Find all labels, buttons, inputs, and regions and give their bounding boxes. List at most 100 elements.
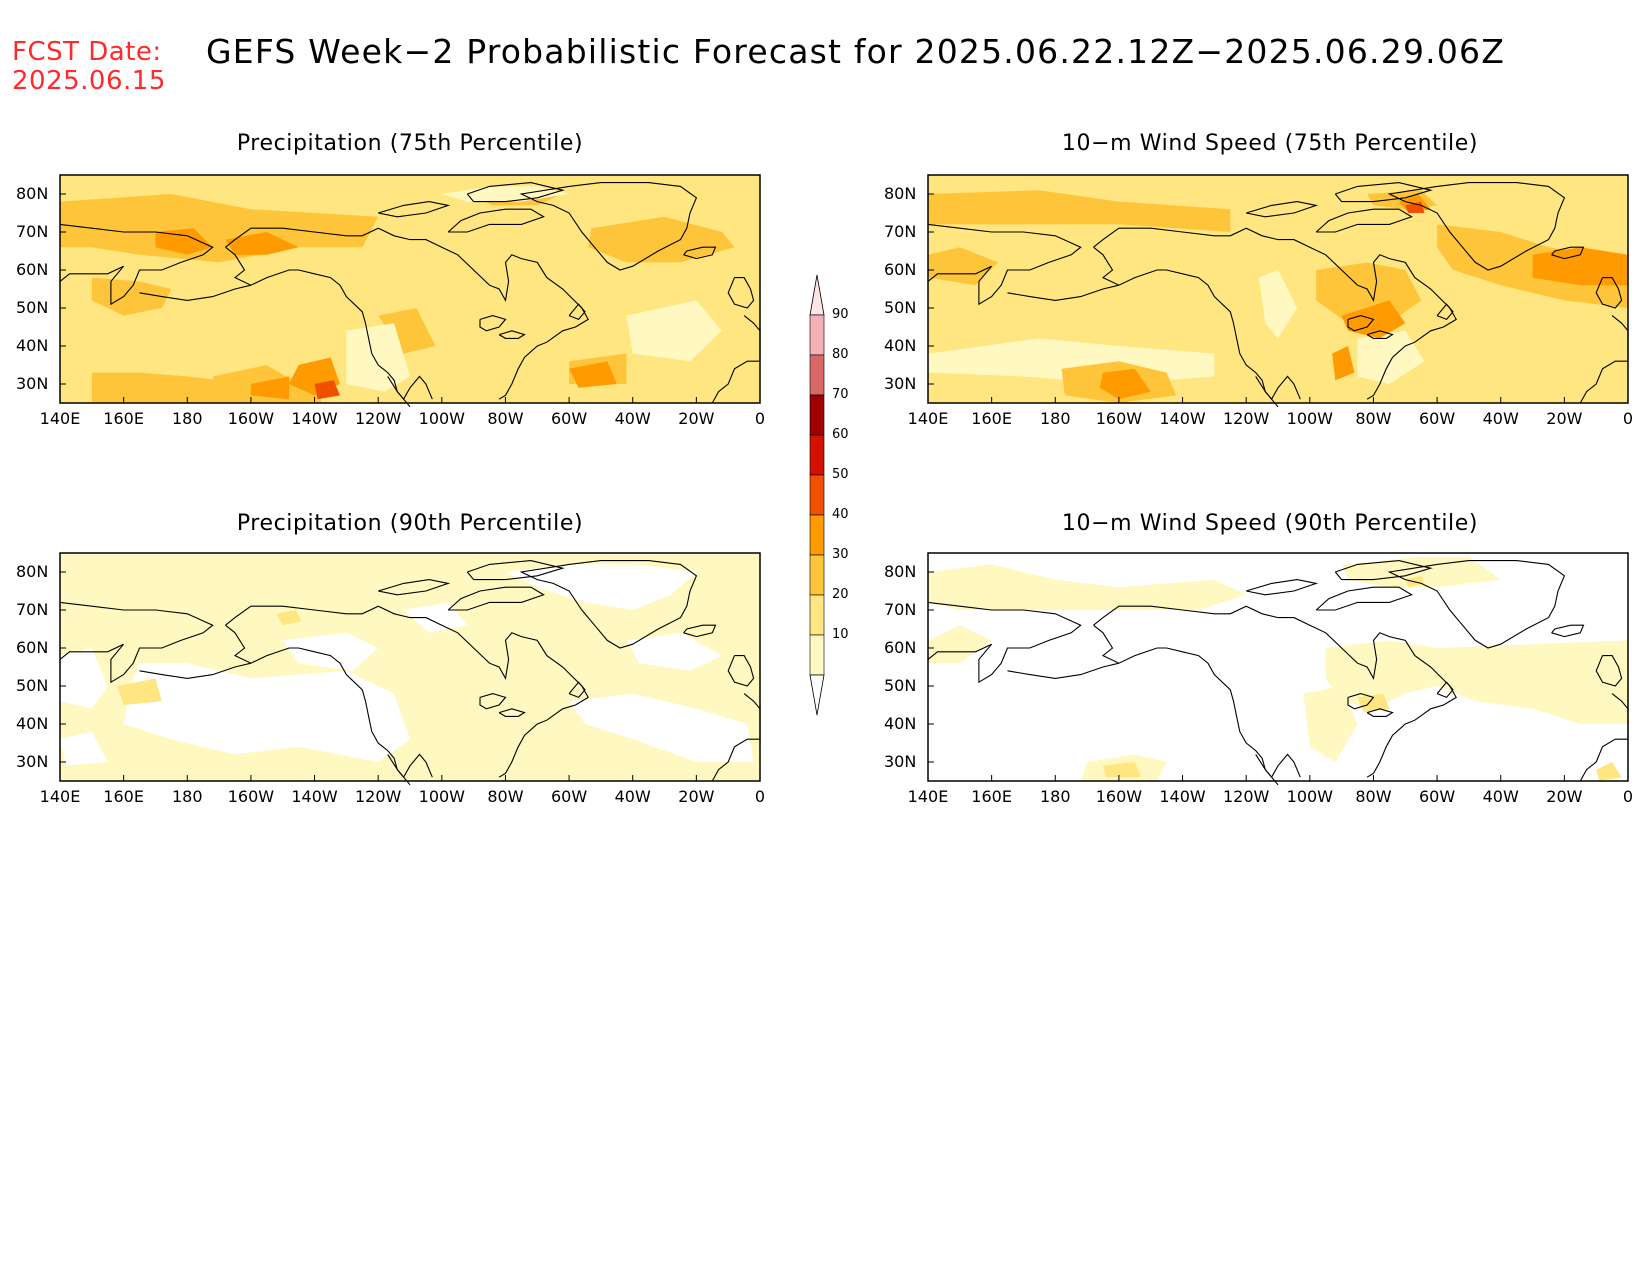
lon-tick-label: 140E	[907, 787, 949, 806]
probability-region	[588, 216, 735, 263]
colorbar	[809, 274, 825, 716]
probability-region	[60, 731, 108, 766]
panel-title-wind75: 10−m Wind Speed (75th Percentile)	[1061, 131, 1479, 156]
probability-region	[1258, 270, 1298, 339]
lon-tick-label: 160W	[1095, 409, 1143, 428]
probability-region	[378, 308, 436, 354]
coastline	[1255, 754, 1279, 786]
lon-tick-label: 120W	[1222, 409, 1270, 428]
probability-region	[928, 564, 1247, 610]
coastline	[927, 601, 1082, 684]
probability-region	[626, 632, 722, 671]
coastline	[727, 277, 755, 309]
probability-region	[626, 300, 722, 362]
lat-tick-label: 50N	[16, 676, 49, 695]
lon-tick-label: 160E	[971, 787, 1012, 806]
probability-region	[155, 228, 213, 255]
lon-tick-label: 140W	[1159, 409, 1206, 428]
lon-tick-label: 160W	[227, 409, 275, 428]
lon-tick-label: 140E	[907, 409, 949, 428]
colorbar-swatch-40	[809, 514, 825, 556]
map-frame	[59, 552, 761, 782]
lon-tick-label: 180	[171, 787, 203, 806]
coastline	[1315, 586, 1413, 611]
probability-region	[928, 247, 998, 286]
coastline	[1551, 624, 1585, 638]
lon-tick-label: 0	[754, 787, 766, 806]
coastline	[1387, 182, 1566, 271]
coastline	[1551, 246, 1585, 260]
coastline	[447, 208, 545, 233]
coastline	[711, 693, 761, 782]
forecast-date-label: FCST Date:	[12, 37, 162, 67]
lon-tick-label: 60W	[550, 409, 588, 428]
colorbar-bottom-arrow	[809, 674, 825, 716]
coastline	[1246, 201, 1319, 218]
coastline	[447, 586, 545, 611]
coastline	[479, 315, 507, 332]
colorbar-swatch-60	[809, 434, 825, 476]
lat-tick-label: 50N	[884, 298, 917, 317]
coastline	[1347, 693, 1375, 710]
coastline	[1595, 277, 1623, 309]
coastline	[466, 182, 565, 203]
lat-tick-label: 70N	[884, 600, 917, 619]
probability-region	[505, 564, 697, 610]
probability-region	[1325, 640, 1628, 724]
lon-tick-label: 160E	[971, 409, 1012, 428]
coastline	[225, 605, 589, 778]
coastline	[387, 376, 411, 408]
probability-region	[1099, 368, 1151, 400]
map-frame	[59, 174, 761, 404]
coastline	[479, 693, 507, 710]
coastline	[711, 315, 761, 404]
probability-region	[346, 323, 410, 392]
coastline	[139, 662, 252, 679]
coastline	[683, 624, 717, 638]
colorbar-swatch-20	[809, 594, 825, 636]
forecast-date-value: 2025.06.15	[12, 66, 166, 96]
probability-region	[569, 361, 617, 388]
lon-tick-label: 100W	[1286, 409, 1333, 428]
lon-tick-label: 120W	[354, 409, 402, 428]
probability-region	[1357, 330, 1425, 384]
colorbar-label: 60	[832, 427, 849, 442]
coastline	[568, 681, 586, 699]
lon-tick-label: 180	[171, 409, 203, 428]
coastline	[1436, 681, 1454, 699]
coastline	[1579, 693, 1629, 782]
lon-tick-label: 120W	[1222, 787, 1270, 806]
lon-tick-label: 20W	[678, 409, 715, 428]
lat-tick-label: 40N	[884, 714, 917, 733]
colorbar-label: 30	[832, 547, 849, 562]
coastline	[1093, 605, 1457, 778]
coastline	[139, 284, 252, 301]
lon-tick-label: 120W	[354, 787, 402, 806]
probability-region	[1303, 686, 1358, 762]
lat-tick-label: 40N	[16, 714, 49, 733]
lat-tick-label: 80N	[16, 562, 49, 581]
coastline	[1007, 284, 1120, 301]
lat-tick-label: 80N	[16, 184, 49, 203]
coastline	[927, 223, 1082, 306]
coastline	[225, 227, 589, 400]
coastline	[1255, 376, 1279, 408]
lat-tick-label: 30N	[884, 752, 917, 771]
coastline	[519, 560, 698, 649]
colorbar-swatch-90	[809, 314, 825, 356]
coastline	[1007, 662, 1120, 679]
lon-tick-label: 40W	[614, 409, 651, 428]
coastline	[519, 182, 698, 271]
lon-tick-label: 160W	[1095, 787, 1143, 806]
probability-region	[928, 190, 1231, 232]
coastline	[1579, 315, 1629, 404]
colorbar-swatch-70	[809, 394, 825, 436]
lat-tick-label: 70N	[884, 222, 917, 241]
lon-tick-label: 80W	[487, 409, 524, 428]
lon-tick-label: 140E	[39, 409, 81, 428]
coastline	[1436, 303, 1454, 321]
probability-region	[282, 632, 379, 671]
lat-tick-label: 40N	[16, 336, 49, 355]
lon-tick-label: 0	[754, 409, 766, 428]
lon-tick-label: 100W	[418, 787, 465, 806]
